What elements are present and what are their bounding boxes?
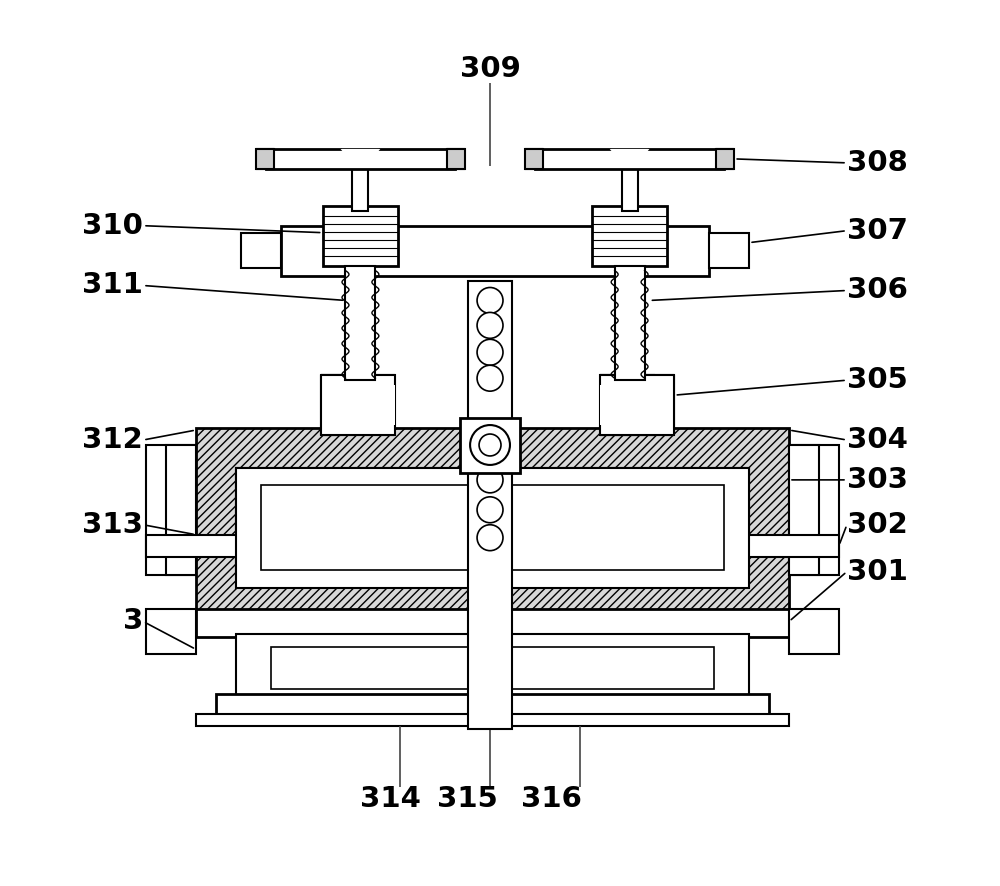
Circle shape [477,525,503,551]
Bar [196,428,789,615]
Bar [166,445,196,575]
Bar [321,375,395,435]
Bar [615,266,645,380]
Polygon shape [266,149,455,169]
Bar [447,149,465,169]
Text: 303: 303 [847,466,908,494]
Circle shape [477,497,503,523]
Text: 305: 305 [847,366,908,394]
Polygon shape [341,149,380,163]
Bar [216,695,769,719]
Bar [256,149,274,169]
Circle shape [477,339,503,365]
Text: 3: 3 [123,608,143,635]
Bar [600,375,674,435]
Text: 315: 315 [437,785,497,812]
Text: 301: 301 [847,557,908,586]
Bar [789,610,839,655]
Circle shape [477,313,503,338]
Bar [789,445,839,575]
Bar [271,648,714,689]
Circle shape [477,287,503,314]
Text: 316: 316 [521,785,582,812]
Text: 313: 313 [82,510,143,539]
Bar [196,610,789,637]
Text: 314: 314 [360,785,421,812]
Text: 309: 309 [460,55,520,83]
Bar [196,714,789,727]
Bar [281,226,709,276]
Text: 310: 310 [82,212,143,240]
Circle shape [477,467,503,493]
Text: 307: 307 [847,217,908,245]
Bar [622,166,638,211]
Bar [460,418,520,473]
Polygon shape [535,149,724,169]
Bar [345,266,375,380]
Bar [468,281,512,430]
Text: 306: 306 [847,276,908,305]
Bar [341,385,395,425]
Bar [709,233,749,268]
Bar [261,485,724,570]
Bar [352,166,368,211]
Text: 311: 311 [82,271,143,299]
Bar [241,233,281,268]
Circle shape [470,425,510,465]
Bar [525,149,543,169]
Bar [236,468,749,575]
Bar [146,535,839,556]
Bar [236,468,749,587]
Bar [468,430,512,729]
Bar [789,445,819,575]
Bar [146,445,196,575]
Text: 312: 312 [82,426,143,454]
Bar [592,206,667,266]
Circle shape [477,365,503,391]
Circle shape [479,434,501,456]
Polygon shape [610,149,650,163]
Bar [323,206,398,266]
Bar [600,385,655,425]
Text: 302: 302 [847,510,908,539]
Text: 308: 308 [847,149,908,177]
Bar [236,634,749,699]
Circle shape [477,442,503,468]
Bar [146,610,196,655]
Bar [716,149,734,169]
Text: 304: 304 [847,426,908,454]
